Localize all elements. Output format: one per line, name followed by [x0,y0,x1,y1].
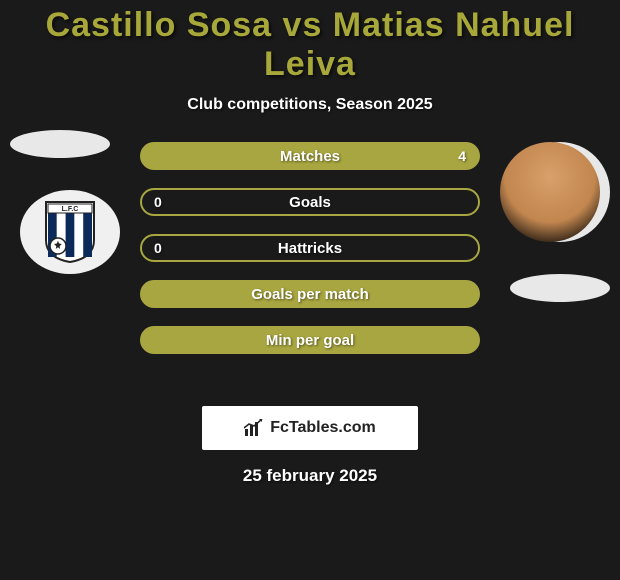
player-right-avatar [510,142,610,242]
stat-right-value: 4 [458,148,466,164]
stat-label: Goals [289,194,331,211]
club-badge-left: L.F.C [20,190,120,274]
player-photo [500,142,600,242]
brand-text: FcTables.com [270,419,376,437]
stat-label: Goals per match [251,286,369,303]
shield-icon: L.F.C [42,200,98,264]
brand-box: FcTables.com [202,406,418,450]
stat-bar-matches: Matches 4 [140,142,480,170]
stat-label: Matches [280,148,340,165]
stat-bar-min-per-goal: Min per goal [140,326,480,354]
stat-left-value: 0 [154,194,162,210]
svg-text:L.F.C: L.F.C [62,206,79,213]
player-left-disc [10,130,110,158]
stat-bars: Matches 4 0 Goals 0 Hattricks Goals per match M… [140,142,480,372]
date-text: 25 february 2025 [0,466,620,486]
stat-bar-goals-per-match: Goals per match [140,280,480,308]
stat-bar-goals: 0 Goals [140,188,480,216]
stat-label: Hattricks [278,240,342,257]
page-title: Castillo Sosa vs Matias Nahuel Leiva [0,0,620,84]
chart-icon [244,419,264,437]
page-subtitle: Club competitions, Season 2025 [0,96,620,114]
stat-left-value: 0 [154,240,162,256]
stat-bar-hattricks: 0 Hattricks [140,234,480,262]
player-right-disc [510,274,610,302]
comparison-stage: L.F.C Matches 4 0 Goals 0 Hattricks Goals per … [0,142,620,402]
stat-label: Min per goal [266,332,354,349]
